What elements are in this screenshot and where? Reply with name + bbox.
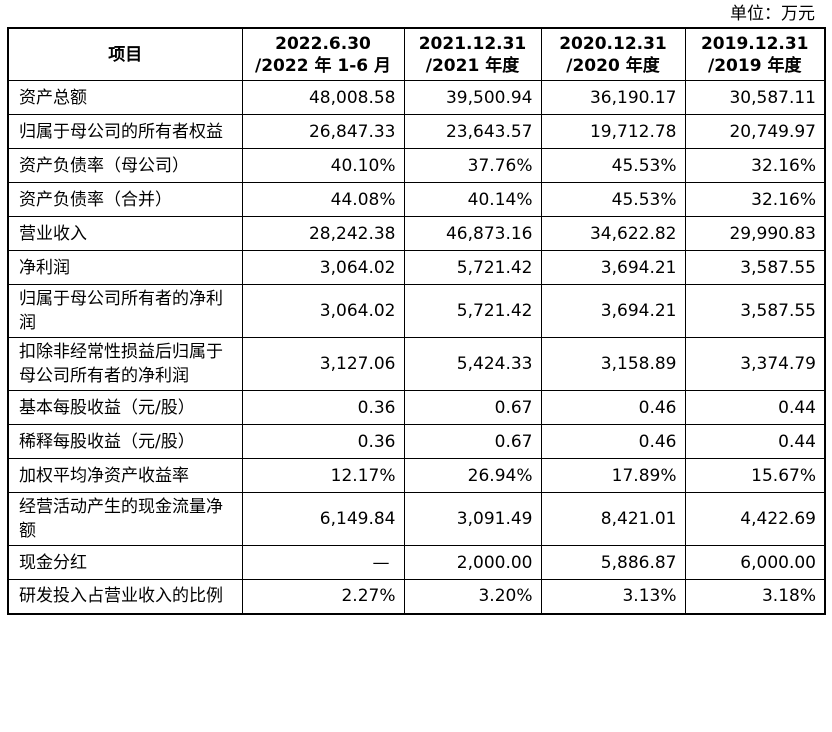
- value-cell: 34,622.82: [540, 216, 686, 251]
- row-label: 加权平均净资产收益率: [7, 458, 243, 493]
- value-cell: 32.16%: [684, 182, 826, 217]
- value-cell: 0.46: [540, 424, 686, 459]
- value-cell: 0.44: [684, 424, 826, 459]
- value-cell: 46,873.16: [403, 216, 542, 251]
- value-cell: 17.89%: [540, 458, 686, 493]
- value-cell: 29,990.83: [684, 216, 826, 251]
- value-cell: 40.14%: [403, 182, 542, 217]
- value-cell: 5,721.42: [403, 250, 542, 285]
- value-cell: 48,008.58: [241, 80, 405, 115]
- value-cell: 8,421.01: [540, 492, 686, 546]
- value-cell: 19,712.78: [540, 114, 686, 149]
- row-label: 经营活动产生的现金流量净额: [7, 492, 243, 546]
- value-cell: 2.27%: [241, 579, 405, 614]
- row-label: 扣除非经常性损益后归属于母公司所有者的净利润: [7, 337, 243, 391]
- value-cell: 0.67: [403, 390, 542, 425]
- table-row: 扣除非经常性损益后归属于母公司所有者的净利润 3,127.06 5,424.33 3,…: [7, 337, 826, 391]
- table-row: 资产负债率（合并） 44.08% 40.14% 45.53% 32.16%: [7, 182, 826, 217]
- value-cell: 30,587.11: [684, 80, 826, 115]
- value-cell: 6,149.84: [241, 492, 405, 546]
- table-row: 加权平均净资产收益率 12.17% 26.94% 17.89% 15.67%: [7, 458, 826, 493]
- table-row: 归属于母公司的所有者权益 26,847.33 23,643.57 19,712.78 2…: [7, 114, 826, 149]
- value-cell: 3,374.79: [684, 337, 826, 391]
- header-cell-period-4: 2019.12.31/2019 年度: [684, 27, 826, 81]
- value-cell: 3.20%: [403, 579, 542, 614]
- value-cell: 28,242.38: [241, 216, 405, 251]
- value-cell: 40.10%: [241, 148, 405, 183]
- value-cell: 26,847.33: [241, 114, 405, 149]
- value-cell: 4,422.69: [684, 492, 826, 546]
- table-row: 稀释每股收益（元/股） 0.36 0.67 0.46 0.44: [7, 424, 826, 459]
- value-cell: 3,158.89: [540, 337, 686, 391]
- value-cell: 44.08%: [241, 182, 405, 217]
- value-cell: 0.36: [241, 390, 405, 425]
- value-cell: 3,127.06: [241, 337, 405, 391]
- row-label: 现金分红: [7, 545, 243, 580]
- value-cell: 0.36: [241, 424, 405, 459]
- row-label: 资产负债率（母公司）: [7, 148, 243, 183]
- value-cell: 3,064.02: [241, 284, 405, 338]
- value-cell: 36,190.17: [540, 80, 686, 115]
- value-cell: 37.76%: [403, 148, 542, 183]
- value-cell: 3,091.49: [403, 492, 542, 546]
- value-cell: 39,500.94: [403, 80, 542, 115]
- table-row: 归属于母公司所有者的净利润 3,064.02 5,721.42 3,694.21 3,5…: [7, 284, 826, 338]
- value-cell: 0.46: [540, 390, 686, 425]
- value-cell: 15.67%: [684, 458, 826, 493]
- row-label: 研发投入占营业收入的比例: [7, 579, 243, 614]
- value-cell: 32.16%: [684, 148, 826, 183]
- value-cell: 3.18%: [684, 579, 826, 614]
- financial-data-table: 项目 2022.6.30/2022 年 1-6 月 2021.12.31/202…: [7, 27, 826, 615]
- table-row: 经营活动产生的现金流量净额 6,149.84 3,091.49 8,421.01 4,4…: [7, 492, 826, 546]
- row-label: 营业收入: [7, 216, 243, 251]
- value-cell: 0.67: [403, 424, 542, 459]
- value-cell: 3,587.55: [684, 250, 826, 285]
- value-cell: 3,064.02: [241, 250, 405, 285]
- table-row: 研发投入占营业收入的比例 2.27% 3.20% 3.13% 3.18%: [7, 579, 826, 614]
- table-row: 基本每股收益（元/股） 0.36 0.67 0.46 0.44: [7, 390, 826, 425]
- value-cell: 20,749.97: [684, 114, 826, 149]
- value-cell: 6,000.00: [684, 545, 826, 580]
- header-cell-period-3: 2020.12.31/2020 年度: [540, 27, 686, 81]
- value-cell: 5,424.33: [403, 337, 542, 391]
- row-label: 基本每股收益（元/股）: [7, 390, 243, 425]
- row-label: 净利润: [7, 250, 243, 285]
- row-label: 归属于母公司所有者的净利润: [7, 284, 243, 338]
- row-label: 归属于母公司的所有者权益: [7, 114, 243, 149]
- row-label: 资产负债率（合并）: [7, 182, 243, 217]
- value-cell: 45.53%: [540, 148, 686, 183]
- value-cell: 3,694.21: [540, 284, 686, 338]
- unit-label: 单位：万元: [730, 4, 815, 24]
- value-cell: 26.94%: [403, 458, 542, 493]
- value-cell: 3.13%: [540, 579, 686, 614]
- table-row: 资产总额 48,008.58 39,500.94 36,190.17 30,587.11: [7, 80, 826, 115]
- header-row: 项目 2022.6.30/2022 年 1-6 月 2021.12.31/202…: [7, 27, 826, 81]
- value-cell: 3,694.21: [540, 250, 686, 285]
- value-cell: 45.53%: [540, 182, 686, 217]
- header-cell-period-1: 2022.6.30/2022 年 1-6 月: [241, 27, 405, 81]
- table-row: 现金分红 —2,000.00 5,886.87 6,000.00: [7, 545, 826, 580]
- value-cell: —: [241, 545, 405, 580]
- value-cell: 2,000.00: [403, 545, 542, 580]
- header-cell-period-2: 2021.12.31/2021 年度: [403, 27, 542, 81]
- value-cell: 5,886.87: [540, 545, 686, 580]
- value-cell: 12.17%: [241, 458, 405, 493]
- table-row: 营业收入 28,242.38 46,873.16 34,622.82 29,990.83: [7, 216, 826, 251]
- value-cell: 5,721.42: [403, 284, 542, 338]
- table-row: 资产负债率（母公司） 40.10% 37.76% 45.53% 32.16%: [7, 148, 826, 183]
- table-row: 净利润 3,064.02 5,721.42 3,694.21 3,587.55: [7, 250, 826, 285]
- value-cell: 23,643.57: [403, 114, 542, 149]
- row-label: 资产总额: [7, 80, 243, 115]
- value-cell: 0.44: [684, 390, 826, 425]
- header-cell-item: 项目: [7, 27, 243, 81]
- row-label: 稀释每股收益（元/股）: [7, 424, 243, 459]
- value-cell: 3,587.55: [684, 284, 826, 338]
